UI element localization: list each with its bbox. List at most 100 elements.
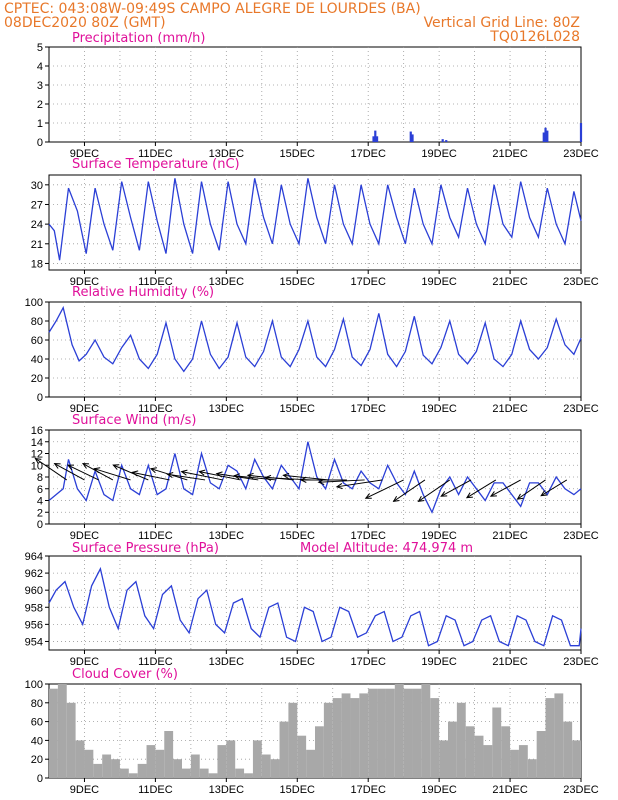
cloud-cover-bar	[315, 726, 324, 778]
wind-arrow-head	[34, 457, 42, 464]
temperature-ytick-label: 18	[31, 258, 43, 270]
precipitation-bar	[374, 130, 377, 142]
precipitation-xtick-label: 23DEC	[563, 148, 599, 160]
pressure-xtick-label: 13DEC	[209, 656, 245, 668]
wind-arrow-head	[93, 467, 101, 474]
wind-arrow-head	[246, 472, 254, 479]
precipitation-ytick-label: 2	[37, 99, 43, 111]
cloud-cover-xtick-label: 21DEC	[492, 784, 528, 796]
wind-arrow-shaft	[336, 479, 383, 488]
cloud-cover-bar	[190, 754, 200, 778]
temperature-ytick-label: 30	[31, 180, 43, 192]
humidity-xtick-label: 9DEC	[70, 403, 99, 415]
wind-arrow-head	[465, 492, 473, 499]
humidity-ytick-label: 100	[25, 297, 43, 309]
precipitation-ytick-label: 1	[37, 118, 43, 130]
wind-arrow-head	[417, 495, 425, 503]
wind-arrow-shaft	[540, 479, 568, 497]
pressure-panel: Surface Pressure (hPa) Model Altitude: 4…	[25, 541, 599, 668]
precipitation-xtick-label: 19DEC	[421, 148, 457, 160]
humidity-xtick-label: 11DEC	[138, 403, 173, 415]
precipitation-bar	[372, 136, 375, 142]
pressure-xtick-label: 21DEC	[492, 656, 528, 668]
cloud-cover-bar	[102, 754, 112, 778]
cloud-cover-bar	[288, 702, 298, 778]
wind-ytick-label: 0	[37, 519, 43, 531]
cloud-cover-bar	[492, 707, 502, 778]
wind-ytick-label: 12	[31, 449, 43, 461]
cloud-cover-bar	[483, 745, 493, 778]
humidity-xtick-label: 15DEC	[280, 403, 316, 415]
pressure-ytick-label: 964	[25, 551, 43, 563]
pressure-ytick-label: 960	[25, 585, 43, 597]
temperature-xtick-label: 11DEC	[138, 276, 173, 288]
wind-arrow-shaft	[365, 479, 404, 499]
temperature-xtick-label: 21DEC	[492, 276, 528, 288]
cloud-cover-bar	[84, 749, 94, 778]
wind-arrow-shaft	[466, 479, 497, 499]
humidity-ytick-label: 60	[31, 335, 43, 347]
pressure-xtick-label: 15DEC	[280, 656, 316, 668]
precipitation-xtick-label: 9DEC	[70, 148, 99, 160]
header-station-line: CPTEC: 043:08W-09:49S CAMPO ALEGRE DE LO…	[4, 1, 421, 17]
wind-arrow-head	[198, 469, 206, 476]
wind-arrow-head	[317, 478, 325, 486]
humidity-plot-frame	[48, 301, 582, 398]
wind-arrow-shaft	[54, 463, 85, 481]
humidity-ytick-label: 40	[31, 354, 43, 366]
cloud-cover-bar	[279, 721, 289, 778]
wind-arrow-head	[392, 495, 400, 503]
cloud-cover-bar	[572, 740, 581, 778]
precipitation-bar	[542, 132, 545, 142]
temperature-ytick-label: 24	[31, 219, 43, 231]
cloud-cover-xtick-label: 13DEC	[209, 784, 245, 796]
wind-arrow-head	[66, 464, 74, 471]
pressure-ytick-label: 962	[25, 568, 43, 580]
wind-xtick-label: 9DEC	[70, 530, 99, 542]
pressure-series-line	[48, 566, 582, 647]
wind-xtick-label: 21DEC	[492, 530, 528, 542]
temperature-xtick-label: 15DEC	[280, 276, 316, 288]
cloud-cover-bar	[199, 768, 209, 778]
wind-arrow-head	[299, 476, 307, 483]
precipitation-xtick-label: 17DEC	[350, 148, 386, 160]
cloud-cover-bar	[368, 688, 378, 778]
humidity-panel: Relative Humidity (%) 0 20 40 60 80 100 9DEC 11…	[25, 285, 599, 415]
humidity-title: Relative Humidity (%)	[72, 285, 214, 300]
wind-arrow-head	[180, 469, 188, 476]
wind-arrow-head	[53, 463, 61, 469]
cloud-cover-bar	[377, 688, 386, 778]
header-model-id: TQ0126L028	[489, 29, 580, 45]
wind-xtick-label: 11DEC	[138, 530, 173, 542]
pressure-xtick-label: 23DEC	[563, 656, 599, 668]
cloud-cover-ytick-label: 80	[31, 698, 43, 710]
cloud-cover-bar	[244, 773, 253, 778]
cloud-cover-ytick-label: 100	[25, 679, 43, 691]
wind-xtick-label: 23DEC	[563, 530, 599, 542]
wind-arrow-shaft	[67, 464, 99, 481]
cloud-cover-xtick-label: 11DEC	[138, 784, 173, 796]
wind-arrow-shaft	[318, 479, 365, 483]
temperature-ytick-label: 27	[31, 199, 43, 211]
wind-ytick-label: 16	[31, 425, 43, 437]
wind-ytick-label: 6	[37, 484, 43, 496]
cloud-cover-bar	[297, 735, 307, 778]
precipitation-ytick-label: 4	[37, 61, 43, 73]
cloud-cover-bar	[536, 731, 546, 778]
cloud-cover-bar	[403, 688, 413, 778]
precipitation-bar	[409, 131, 412, 142]
wind-arrow-shaft	[35, 458, 68, 481]
cloud-cover-bar	[137, 763, 147, 778]
wind-arrow-head	[215, 471, 223, 478]
cloud-cover-bar	[518, 745, 528, 778]
humidity-ytick-label: 0	[37, 392, 43, 404]
precipitation-bar	[441, 139, 444, 142]
temperature-xtick-label: 23DEC	[563, 276, 599, 288]
wind-ytick-label: 2	[37, 507, 43, 519]
wind-arrow-shaft	[216, 473, 259, 481]
header-grid-line-note: Vertical Grid Line: 80Z	[424, 15, 580, 31]
wind-xtick-label: 13DEC	[209, 530, 245, 542]
cloud-cover-bar	[49, 688, 58, 778]
cloud-cover-xtick-label: 15DEC	[280, 784, 316, 796]
